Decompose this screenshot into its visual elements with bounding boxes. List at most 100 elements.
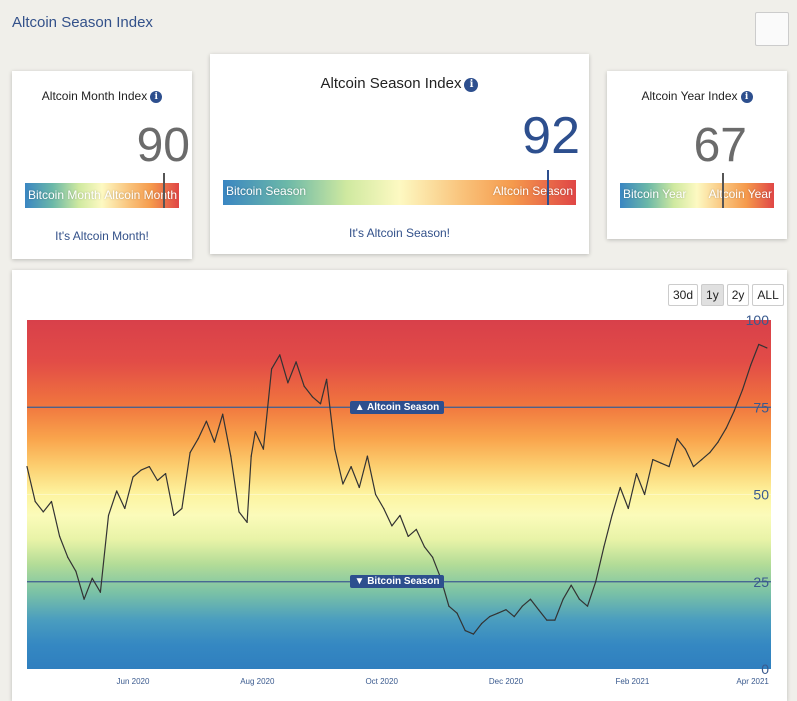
data-point	[570, 584, 572, 586]
data-point	[238, 511, 240, 513]
range-selector: 30d 1y 2y ALL	[668, 284, 784, 306]
gauge-marker	[162, 173, 165, 208]
data-point	[676, 438, 678, 440]
data-point	[521, 605, 523, 607]
data-point	[287, 382, 289, 384]
gauge-right-label: Altcoin Month	[104, 188, 177, 202]
data-point	[448, 605, 450, 607]
data-point	[692, 465, 695, 468]
data-point	[295, 361, 297, 363]
year-index-value: 67	[693, 119, 747, 172]
data-point	[709, 452, 711, 454]
chart-plot-area	[27, 320, 771, 669]
threshold-badge: ▲ Altcoin Season	[349, 400, 445, 414]
data-point	[611, 514, 613, 517]
data-point	[59, 535, 61, 537]
data-point	[423, 546, 426, 548]
data-point	[383, 507, 385, 510]
data-point	[505, 609, 507, 611]
month-index-title: Altcoin Month Index i	[12, 89, 192, 103]
page-title: Altcoin Season Index	[12, 14, 153, 31]
season-index-line	[26, 343, 768, 635]
data-point	[399, 514, 401, 517]
data-point	[489, 616, 491, 618]
season-index-value: 92	[522, 107, 580, 165]
range-button-all[interactable]: ALL	[752, 284, 784, 306]
data-point	[50, 500, 53, 503]
data-point	[75, 570, 77, 572]
season-index-title-text: Altcoin Season Index	[320, 75, 462, 92]
info-icon[interactable]: i	[740, 91, 753, 103]
data-point	[34, 500, 36, 503]
data-point	[271, 368, 273, 370]
data-point	[758, 343, 760, 346]
menu-button[interactable]	[755, 12, 789, 46]
month-status-text: It's Altcoin Month!	[55, 229, 149, 243]
year-index-gauge: Bitcoin Year Altcoin Year	[620, 173, 774, 208]
data-point	[578, 598, 580, 600]
data-point	[334, 448, 336, 450]
data-point	[213, 441, 216, 443]
data-point	[538, 609, 540, 611]
data-point	[554, 619, 556, 621]
data-point	[472, 633, 474, 635]
data-point	[750, 364, 752, 366]
data-point	[456, 612, 458, 614]
data-point	[181, 507, 183, 510]
gauge-marker	[546, 170, 549, 205]
y-tick-label: 75	[753, 399, 769, 415]
season-index-title: Altcoin Season Index i	[210, 75, 589, 92]
x-tick-label: Aug 2020	[240, 677, 275, 686]
data-point	[644, 493, 646, 496]
data-point	[627, 507, 629, 510]
data-point	[99, 591, 101, 593]
data-point	[250, 455, 252, 457]
data-point	[546, 619, 548, 621]
data-point	[701, 459, 703, 461]
data-point	[91, 577, 93, 579]
data-point	[358, 486, 360, 489]
data-point	[342, 483, 344, 485]
data-point	[684, 448, 686, 450]
data-point	[374, 493, 377, 496]
data-point	[246, 521, 248, 524]
data-point	[311, 396, 313, 398]
info-icon[interactable]: i	[464, 78, 479, 92]
data-point	[156, 479, 159, 482]
y-tick-label: 0	[761, 661, 769, 677]
range-button-2y[interactable]: 2y	[726, 284, 750, 306]
data-point	[464, 630, 466, 632]
data-point	[652, 459, 654, 461]
data-point	[603, 546, 605, 548]
threshold-badge: ▼ Bitcoin Season	[349, 575, 445, 589]
data-point	[67, 556, 69, 558]
data-point	[107, 514, 110, 517]
data-point	[26, 465, 28, 468]
year-index-title-text: Altcoin Year Index	[641, 89, 738, 103]
season-index-gauge: Bitcoin Season Altcoin Season	[223, 170, 576, 205]
month-index-gauge: Bitcoin Month Altcoin Month	[25, 173, 179, 208]
data-point	[635, 472, 638, 475]
data-point	[660, 462, 662, 464]
data-point	[668, 465, 670, 468]
info-icon[interactable]: i	[150, 91, 163, 103]
x-tick-label: Feb 2021	[615, 677, 649, 686]
data-point	[230, 455, 232, 457]
data-point	[262, 448, 265, 450]
x-tick-label: Jun 2020	[117, 677, 150, 686]
data-point	[497, 612, 499, 614]
gauge-marker	[722, 173, 725, 208]
range-button-1y[interactable]: 1y	[701, 284, 724, 306]
range-button-30d[interactable]: 30d	[668, 284, 699, 306]
data-point	[586, 605, 589, 607]
data-point	[83, 598, 85, 600]
data-point	[741, 389, 744, 391]
data-point	[733, 410, 735, 412]
data-point	[222, 413, 224, 415]
x-tick-label: Oct 2020	[365, 677, 398, 686]
data-point	[415, 528, 417, 531]
data-point	[595, 581, 597, 583]
data-point	[619, 486, 621, 489]
y-tick-label: 50	[753, 487, 769, 503]
data-point	[254, 431, 256, 433]
